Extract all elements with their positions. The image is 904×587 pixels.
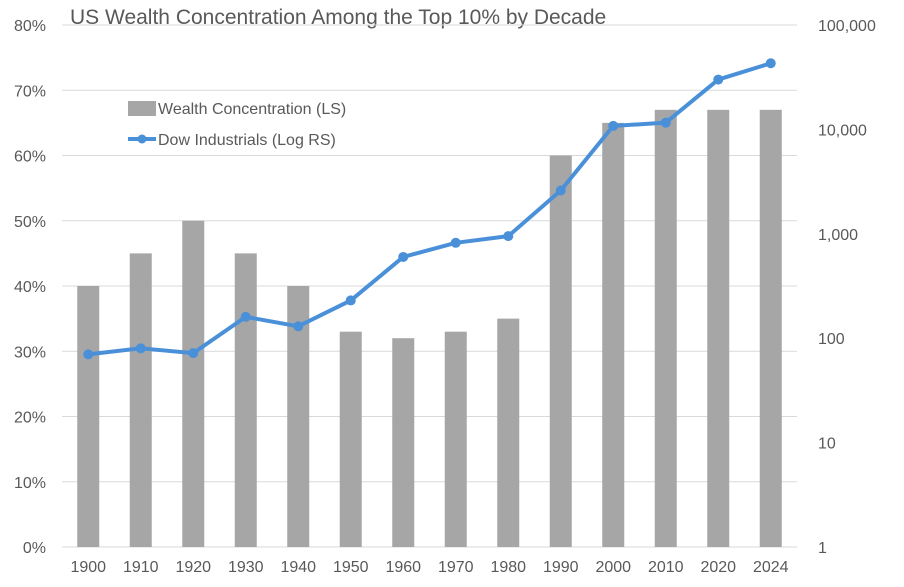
right-tick-label: 1 <box>818 540 827 557</box>
x-tick-label: 1970 <box>438 559 474 576</box>
line-point <box>503 231 514 242</box>
line-series <box>83 58 776 360</box>
line-point <box>660 117 671 128</box>
x-tick-label: 2010 <box>648 559 684 576</box>
line-point <box>188 348 199 359</box>
x-tick-label: 1930 <box>228 559 264 576</box>
x-tick-label: 1990 <box>543 559 579 576</box>
x-tick-label: 2000 <box>595 559 631 576</box>
dow-line <box>86 61 773 357</box>
x-tick-label: 1910 <box>123 559 159 576</box>
bar <box>77 286 100 547</box>
bar <box>707 109 730 547</box>
line-point <box>713 74 724 85</box>
right-axis-ticks: 1 10 100 1,000 10,000 100,000 <box>818 18 876 557</box>
bar <box>497 318 520 547</box>
line-point <box>83 349 94 360</box>
right-tick-label: 10 <box>818 436 836 453</box>
bar <box>602 122 625 547</box>
bar <box>182 220 205 547</box>
chart-title: US Wealth Concentration Among the Top 10… <box>70 6 606 29</box>
bar <box>549 155 572 547</box>
legend-bar-label: Wealth Concentration (LS) <box>158 101 346 118</box>
x-tick-label: 1920 <box>175 559 211 576</box>
left-tick-label: 20% <box>14 410 46 427</box>
right-tick-label: 10,000 <box>818 122 867 139</box>
left-tick-label: 0% <box>23 540 46 557</box>
left-tick-label: 70% <box>14 83 46 100</box>
legend-bar-swatch <box>128 101 156 116</box>
bar <box>392 338 415 547</box>
legend: Wealth Concentration (LS) Dow Industrial… <box>128 101 346 149</box>
left-tick-label: 80% <box>14 18 46 35</box>
x-tick-label: 1980 <box>490 559 526 576</box>
bar-series <box>77 109 782 547</box>
bar <box>444 331 467 547</box>
line-point <box>345 295 356 306</box>
x-tick-label: 1900 <box>70 559 106 576</box>
right-tick-label: 100 <box>818 331 845 348</box>
line-point <box>293 321 304 332</box>
bar <box>654 109 677 547</box>
left-tick-label: 10% <box>14 475 46 492</box>
x-axis-ticks: 1900 1910 1920 1930 1940 1950 1960 1970 1980 1990… <box>70 559 788 576</box>
bar <box>129 253 152 547</box>
x-tick-label: 2020 <box>700 559 736 576</box>
legend-line-label: Dow Industrials (Log RS) <box>158 132 336 149</box>
x-tick-label: 1940 <box>280 559 316 576</box>
line-point <box>135 343 146 354</box>
line-point <box>240 311 251 322</box>
right-tick-label: 100,000 <box>818 18 876 35</box>
left-tick-label: 30% <box>14 344 46 361</box>
line-point <box>398 251 409 262</box>
left-tick-label: 40% <box>14 279 46 296</box>
legend-line-marker <box>137 134 147 144</box>
right-tick-label: 1,000 <box>818 227 858 244</box>
x-tick-label: 1950 <box>333 559 369 576</box>
bar <box>339 331 362 547</box>
x-tick-label: 2024 <box>753 559 789 576</box>
line-point <box>450 237 461 248</box>
left-axis-ticks: 0% 10% 20% 30% 40% 50% 60% 70% 80% <box>14 18 46 557</box>
left-tick-label: 60% <box>14 149 46 166</box>
bar <box>234 253 257 547</box>
x-tick-label: 1960 <box>385 559 421 576</box>
line-point <box>765 58 776 69</box>
bar <box>759 109 782 547</box>
left-tick-label: 50% <box>14 214 46 231</box>
bar <box>287 286 310 547</box>
line-point <box>608 120 619 131</box>
line-point <box>555 185 566 196</box>
